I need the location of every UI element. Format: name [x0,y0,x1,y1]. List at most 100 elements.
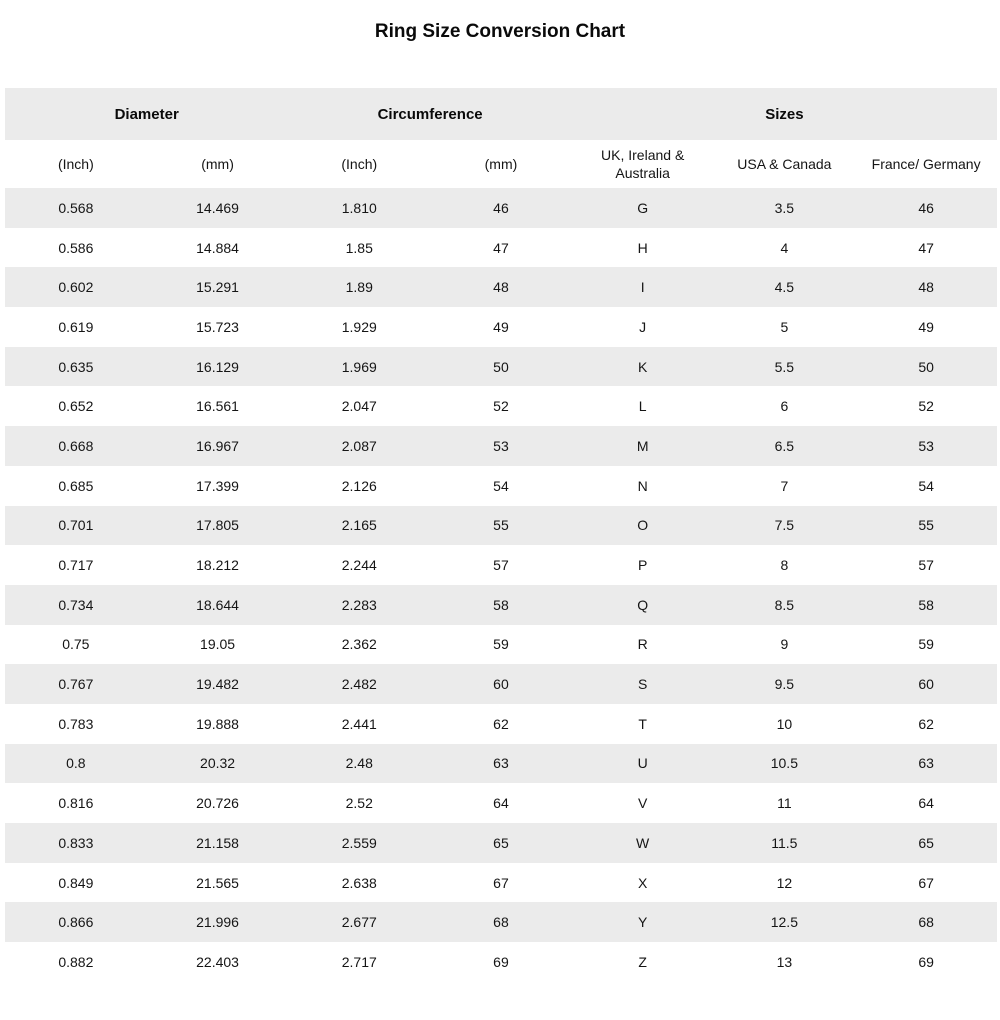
table-cell: Z [571,942,714,982]
table-cell: 47 [855,227,997,268]
table-cell: 10 [713,703,856,744]
table-row: 0.816 20.726 2.52 64 V 11 64 [5,783,997,823]
table-cell: M [571,426,714,466]
table-cell: 0.767 [5,664,147,704]
table-cell: 69 [855,942,997,982]
table-cell: 54 [855,465,997,506]
table-cell: 58 [430,584,572,625]
table-row: 0.685 17.399 2.126 54 N 7 54 [5,465,997,506]
table-cell: 2.087 [288,426,431,466]
table-cell: R [571,624,714,665]
table-cell: 16.129 [146,346,289,387]
table-cell: 60 [855,664,997,704]
table-row: 0.734 18.644 2.283 58 Q 8.5 58 [5,584,997,625]
table-cell: 1.969 [288,346,431,387]
table-cell: 9.5 [713,664,856,704]
table-cell: S [571,664,714,704]
table-cell: 12.5 [713,902,856,943]
table-row: 0.635 16.129 1.969 50 K 5.5 50 [5,346,997,387]
table-cell: 0.652 [5,386,147,427]
table-cell: 7.5 [713,505,856,546]
table-row: 0.701 17.805 2.165 55 O 7.5 55 [5,505,997,546]
table-cell: 62 [430,703,572,744]
table-cell: Q [571,584,714,625]
table-cell: 64 [430,783,572,823]
column-header-uk-ireland-australia: UK, Ireland & Australia [571,140,714,188]
table-row: 0.75 19.05 2.362 59 R 9 59 [5,624,997,665]
table-cell: 10.5 [713,743,856,784]
table-cell: P [571,545,714,585]
table-cell: 6 [713,386,856,427]
table-cell: 2.48 [288,743,431,784]
table-row: 0.833 21.158 2.559 65 W 11.5 65 [5,823,997,863]
table-cell: 6.5 [713,426,856,466]
table-cell: 0.783 [5,703,147,744]
table-cell: 52 [430,386,572,427]
column-header-row: (Inch) (mm) (Inch) (mm) UK, Ireland & Au… [5,140,997,188]
table-cell: 17.399 [146,465,289,506]
table-cell: 62 [855,703,997,744]
table-cell: K [571,346,714,387]
table-cell: 2.047 [288,386,431,427]
table-cell: 19.05 [146,624,289,665]
table-cell: 1.85 [288,227,431,268]
table-cell: 50 [855,346,997,387]
table-cell: 21.996 [146,902,289,943]
table-cell: 60 [430,664,572,704]
column-header-france-germany: France/ Germany [855,140,997,188]
table-cell: 52 [855,386,997,427]
column-header-circumference-inch: (Inch) [288,140,431,188]
table-cell: 0.717 [5,545,147,585]
table-cell: 57 [855,545,997,585]
table-row: 0.602 15.291 1.89 48 I 4.5 48 [5,267,997,308]
table-row: 0.866 21.996 2.677 68 Y 12.5 68 [5,902,997,943]
table-cell: 55 [855,505,997,546]
table-cell: 2.126 [288,465,431,506]
table-row: 0.568 14.469 1.810 46 G 3.5 46 [5,188,997,228]
table-cell: 19.482 [146,664,289,704]
table-cell: 5.5 [713,346,856,387]
table-cell: 18.644 [146,584,289,625]
table-cell: 0.619 [5,307,147,347]
table-cell: 49 [855,307,997,347]
table-cell: 50 [430,346,572,387]
table-cell: I [571,267,714,308]
table-cell: 54 [430,465,572,506]
table-cell: 59 [430,624,572,665]
table-cell: 0.866 [5,902,147,943]
table-cell: H [571,227,714,268]
table-cell: 2.244 [288,545,431,585]
table-cell: 59 [855,624,997,665]
table-row: 0.8 20.32 2.48 63 U 10.5 63 [5,743,997,784]
column-header-diameter-mm: (mm) [146,140,289,188]
table-body: 0.568 14.469 1.810 46 G 3.5 46 0.586 14.884 1.85 4… [5,188,997,982]
table-cell: 0.734 [5,584,147,625]
table-cell: 16.967 [146,426,289,466]
table-cell: 0.8 [5,743,147,784]
table-cell: V [571,783,714,823]
table-row: 0.717 18.212 2.244 57 P 8 57 [5,545,997,585]
table-cell: 22.403 [146,942,289,982]
group-header-sizes: Sizes [571,88,997,140]
table-cell: 67 [855,862,997,903]
table-cell: 2.362 [288,624,431,665]
table-cell: 11 [713,783,856,823]
table-cell: 2.165 [288,505,431,546]
table-cell: W [571,823,714,863]
table-cell: 64 [855,783,997,823]
table-cell: 0.586 [5,227,147,268]
table-cell: 2.283 [288,584,431,625]
table-cell: 12 [713,862,856,903]
group-header-circumference: Circumference [288,88,572,140]
table-cell: 0.849 [5,862,147,903]
table-cell: G [571,188,714,228]
table-cell: U [571,743,714,784]
table-row: 0.668 16.967 2.087 53 M 6.5 53 [5,426,997,466]
table-cell: 2.559 [288,823,431,863]
table-cell: 55 [430,505,572,546]
table-cell: T [571,703,714,744]
table-cell: 0.833 [5,823,147,863]
table-cell: J [571,307,714,347]
table-cell: 15.291 [146,267,289,308]
table-cell: 63 [855,743,997,784]
